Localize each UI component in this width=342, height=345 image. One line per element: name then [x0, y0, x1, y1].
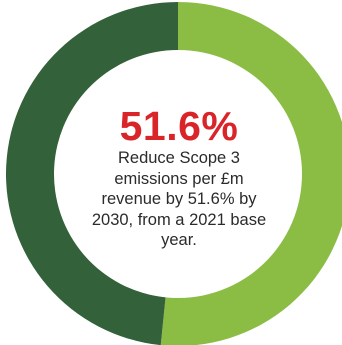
center-description: Reduce Scope 3 emissions per £m revenue … [91, 149, 267, 249]
progress-slice [160, 2, 342, 345]
center-label: 51.6% Reduce Scope 3 emissions per £m re… [91, 104, 267, 251]
remainder-slice [6, 2, 178, 345]
center-value: 51.6% [119, 103, 239, 149]
